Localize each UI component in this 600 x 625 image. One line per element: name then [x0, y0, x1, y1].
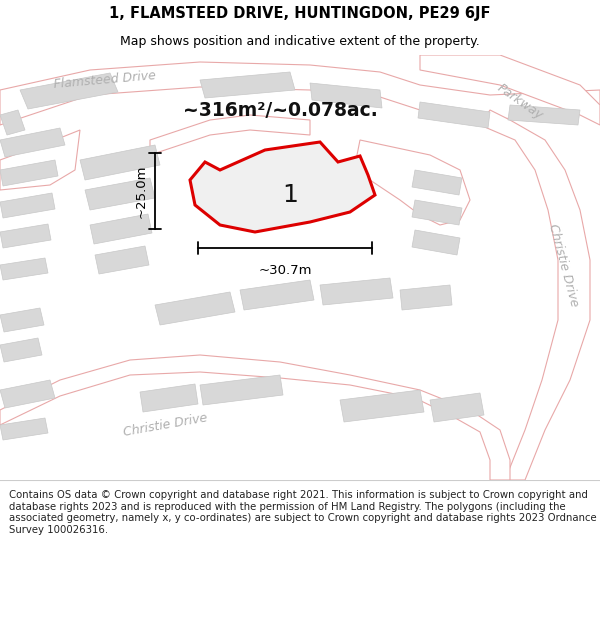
- Polygon shape: [95, 246, 149, 274]
- Polygon shape: [200, 72, 295, 98]
- Text: Christie Drive: Christie Drive: [545, 222, 580, 308]
- Polygon shape: [0, 258, 48, 280]
- Polygon shape: [355, 140, 470, 225]
- Polygon shape: [200, 375, 283, 405]
- Polygon shape: [412, 170, 462, 195]
- Polygon shape: [150, 115, 310, 155]
- Polygon shape: [0, 160, 58, 186]
- Polygon shape: [420, 55, 600, 125]
- Polygon shape: [418, 102, 490, 128]
- Polygon shape: [340, 390, 424, 422]
- Polygon shape: [0, 130, 80, 190]
- Polygon shape: [412, 200, 462, 225]
- Polygon shape: [430, 393, 484, 422]
- Polygon shape: [400, 285, 452, 310]
- Text: ~30.7m: ~30.7m: [258, 264, 312, 277]
- Polygon shape: [0, 62, 600, 125]
- Polygon shape: [0, 418, 48, 440]
- Text: ~316m²/~0.078ac.: ~316m²/~0.078ac.: [182, 101, 377, 119]
- Polygon shape: [310, 83, 382, 108]
- Text: Map shows position and indicative extent of the property.: Map shows position and indicative extent…: [120, 35, 480, 48]
- Polygon shape: [0, 380, 55, 408]
- Polygon shape: [190, 142, 375, 232]
- Polygon shape: [412, 230, 460, 255]
- Polygon shape: [0, 224, 51, 248]
- Polygon shape: [0, 338, 42, 362]
- Polygon shape: [0, 193, 55, 218]
- Polygon shape: [508, 105, 580, 125]
- Text: ~25.0m: ~25.0m: [134, 164, 148, 217]
- Text: Flamsteed Drive: Flamsteed Drive: [53, 69, 157, 91]
- Polygon shape: [140, 384, 198, 412]
- Polygon shape: [90, 214, 152, 244]
- Text: 1: 1: [282, 183, 298, 207]
- Polygon shape: [155, 292, 235, 325]
- Polygon shape: [80, 145, 160, 180]
- Polygon shape: [85, 178, 155, 210]
- Text: Contains OS data © Crown copyright and database right 2021. This information is : Contains OS data © Crown copyright and d…: [9, 490, 596, 535]
- Text: Parkway: Parkway: [494, 81, 545, 122]
- Polygon shape: [0, 355, 510, 480]
- Polygon shape: [480, 110, 590, 480]
- Text: 1, FLAMSTEED DRIVE, HUNTINGDON, PE29 6JF: 1, FLAMSTEED DRIVE, HUNTINGDON, PE29 6JF: [109, 6, 491, 21]
- Polygon shape: [240, 280, 314, 310]
- Polygon shape: [0, 110, 25, 135]
- Polygon shape: [0, 308, 44, 332]
- Text: Christie Drive: Christie Drive: [122, 411, 208, 439]
- Polygon shape: [20, 73, 118, 109]
- Polygon shape: [320, 278, 393, 305]
- Polygon shape: [0, 128, 65, 157]
